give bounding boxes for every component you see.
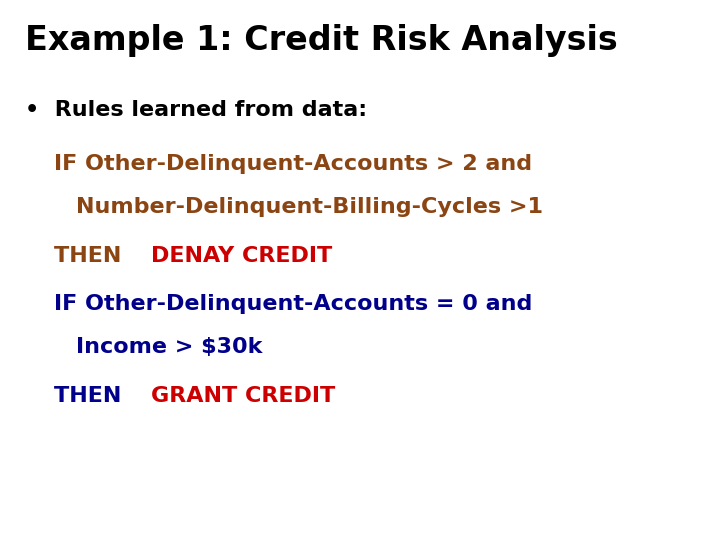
Text: THEN: THEN <box>54 386 129 406</box>
Text: Example 1: Credit Risk Analysis: Example 1: Credit Risk Analysis <box>25 24 618 57</box>
Text: •  Rules learned from data:: • Rules learned from data: <box>25 100 367 120</box>
Text: IF Other-Delinquent-Accounts = 0 and: IF Other-Delinquent-Accounts = 0 and <box>54 294 532 314</box>
Text: Income > $30k: Income > $30k <box>76 338 262 357</box>
Text: Number-Delinquent-Billing-Cycles >1: Number-Delinquent-Billing-Cycles >1 <box>76 197 543 217</box>
Text: IF Other-Delinquent-Accounts > 2 and: IF Other-Delinquent-Accounts > 2 and <box>54 154 532 174</box>
Text: GRANT CREDIT: GRANT CREDIT <box>151 386 336 406</box>
Text: DENAY CREDIT: DENAY CREDIT <box>151 246 332 266</box>
Text: THEN: THEN <box>54 246 129 266</box>
